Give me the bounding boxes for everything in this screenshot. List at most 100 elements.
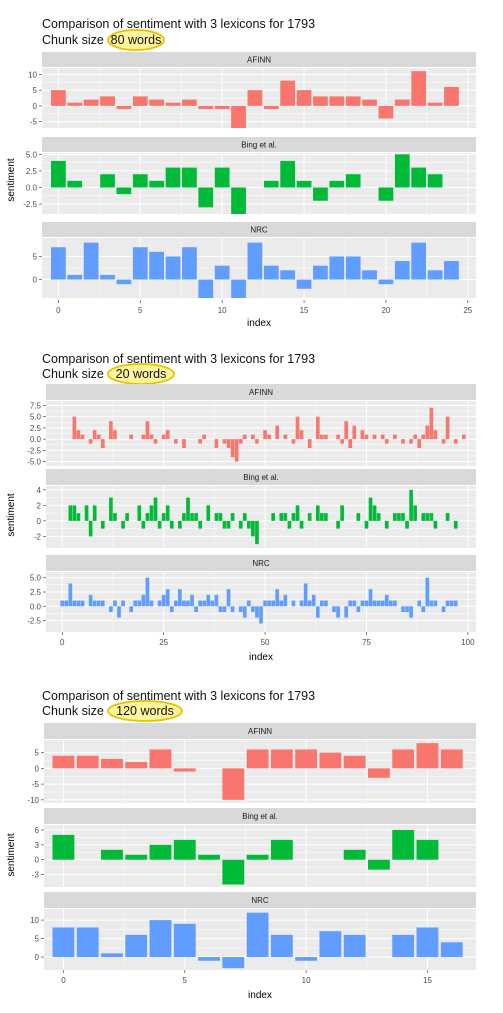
bar xyxy=(267,600,271,607)
bar xyxy=(299,600,304,607)
bar xyxy=(315,416,320,440)
bar xyxy=(222,957,245,969)
bar xyxy=(445,513,450,521)
bar xyxy=(392,934,415,958)
bar xyxy=(411,242,427,280)
bar xyxy=(320,600,324,607)
chart-3: Comparison of sentiment with 3 lexicons … xyxy=(6,689,476,1001)
bar xyxy=(251,520,255,537)
bar xyxy=(368,768,390,778)
bar xyxy=(417,600,422,607)
bar xyxy=(226,589,231,607)
bar xyxy=(80,434,85,440)
bar xyxy=(427,102,443,106)
bar xyxy=(214,265,230,280)
bar xyxy=(246,749,269,769)
bar xyxy=(429,407,434,440)
x-tick-label: 100 xyxy=(461,638,475,647)
bar xyxy=(405,520,409,529)
bar xyxy=(384,439,389,444)
facet-strip xyxy=(42,137,476,152)
bar xyxy=(100,439,105,449)
bar xyxy=(92,430,97,440)
bar xyxy=(96,434,101,440)
bar xyxy=(307,439,312,449)
bar xyxy=(206,505,211,521)
bar xyxy=(311,594,316,607)
bar xyxy=(348,600,353,607)
y-tick-label: 5.0 xyxy=(30,574,42,583)
bar xyxy=(271,600,275,607)
bar xyxy=(246,854,269,860)
y-tick-label: -2.5 xyxy=(27,617,41,626)
facet-label: AFINN xyxy=(247,56,271,65)
bar xyxy=(378,105,394,119)
y-axis-title: sentiment xyxy=(6,833,17,877)
bar xyxy=(64,600,69,607)
bar xyxy=(165,505,170,521)
bar xyxy=(401,513,405,521)
bar xyxy=(231,279,246,298)
bar xyxy=(198,520,202,529)
chart-title-line1: Comparison of sentiment with 3 lexicons … xyxy=(42,17,315,31)
bar xyxy=(440,749,463,769)
bar xyxy=(169,606,174,612)
bar xyxy=(397,513,401,521)
chart-title-line2: Chunk size xyxy=(42,33,104,47)
bar xyxy=(182,600,186,607)
panel-nrc: NRC 0 5 10 xyxy=(30,892,476,970)
bar xyxy=(267,434,271,440)
bar xyxy=(283,434,288,440)
bar xyxy=(380,434,385,440)
bar xyxy=(173,923,196,958)
bar xyxy=(255,606,259,618)
bar xyxy=(83,99,99,106)
bar xyxy=(409,439,413,444)
bar xyxy=(429,513,434,521)
bar xyxy=(84,505,89,521)
bar xyxy=(214,513,219,521)
bar xyxy=(291,439,296,444)
bar xyxy=(194,513,198,521)
bar xyxy=(425,425,430,440)
bar xyxy=(336,520,340,529)
chunk-size-value: 120 words xyxy=(116,704,174,718)
bar xyxy=(100,520,105,529)
bar xyxy=(270,934,293,958)
x-axis-title: index xyxy=(249,652,273,663)
bar xyxy=(149,434,154,440)
bar xyxy=(145,577,150,607)
bar xyxy=(198,279,214,298)
bar xyxy=(427,174,443,188)
facet-strip xyxy=(46,384,476,400)
bar xyxy=(68,583,73,607)
bar xyxy=(116,105,132,110)
bar xyxy=(206,594,211,607)
bar xyxy=(340,505,344,521)
bar xyxy=(247,242,263,280)
bar xyxy=(51,247,66,280)
chunk-size-value: 80 words xyxy=(111,33,162,47)
bar xyxy=(161,513,166,521)
y-tick-label: 6 xyxy=(35,826,40,835)
y-tick-label: 2 xyxy=(37,501,42,510)
bar xyxy=(165,256,181,280)
facet-label: Bing et al. xyxy=(242,812,278,821)
bar xyxy=(190,594,194,607)
facet-strip xyxy=(42,52,476,67)
bar xyxy=(149,844,172,860)
bar xyxy=(173,839,196,860)
facet-label: Bing et al. xyxy=(243,473,279,482)
bar xyxy=(72,416,77,440)
chart-1: Comparison of sentiment with 3 lexicons … xyxy=(6,17,476,329)
bar xyxy=(149,180,165,188)
bar xyxy=(324,434,328,440)
bar xyxy=(279,600,284,607)
bar xyxy=(101,758,123,769)
bar xyxy=(416,743,439,769)
bar xyxy=(198,600,202,607)
bar xyxy=(444,86,459,106)
facet-strip xyxy=(44,808,476,824)
bar xyxy=(417,439,422,449)
bar xyxy=(329,180,345,188)
